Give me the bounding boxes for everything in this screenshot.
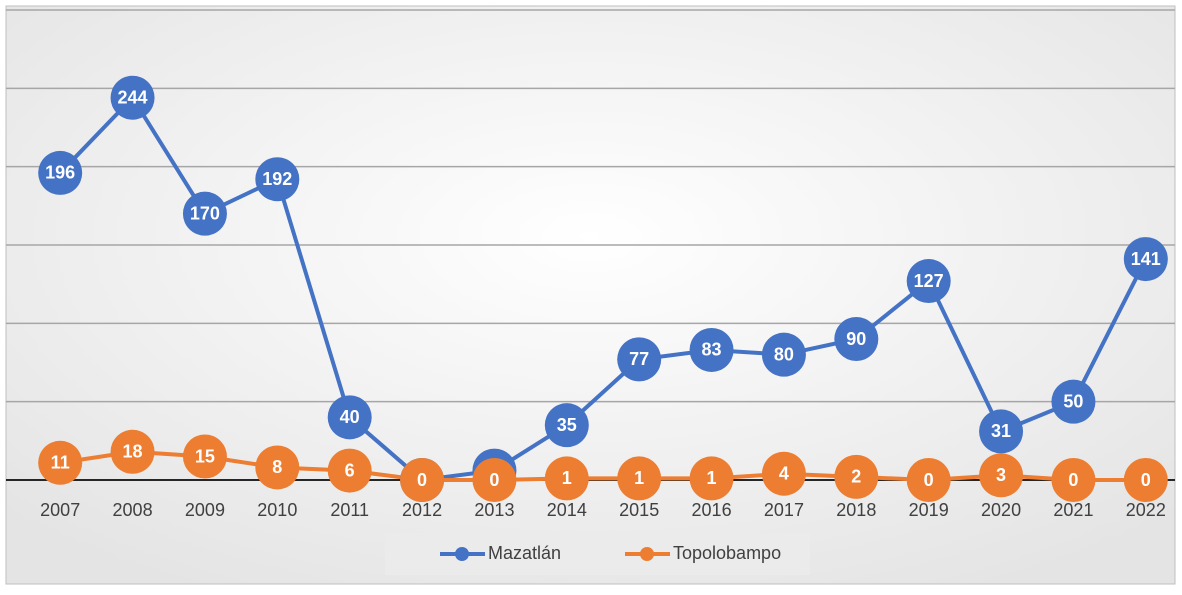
- data-label: 0: [489, 470, 499, 490]
- x-tick-label: 2007: [40, 500, 80, 520]
- point: [1123, 237, 1168, 282]
- data-label: 1: [634, 468, 644, 488]
- point: [689, 456, 734, 501]
- point: [617, 337, 662, 382]
- data-label: 196: [45, 163, 75, 183]
- x-tick-label: 2009: [185, 500, 225, 520]
- data-label: 31: [991, 421, 1011, 441]
- point: [110, 75, 155, 120]
- point: [979, 409, 1024, 454]
- data-label: 90: [846, 329, 866, 349]
- data-label: 170: [190, 203, 220, 223]
- point: [906, 259, 951, 304]
- data-label: 4: [779, 463, 789, 483]
- data-label: 3: [996, 465, 1006, 485]
- data-label: 50: [1063, 391, 1083, 411]
- point: [761, 332, 806, 377]
- point: [38, 440, 83, 485]
- x-tick-label: 2012: [402, 500, 442, 520]
- point: [182, 434, 227, 479]
- data-label: 15: [195, 446, 215, 466]
- point: [761, 451, 806, 496]
- data-label: 11: [51, 453, 70, 473]
- point: [834, 317, 879, 361]
- point: [255, 445, 300, 490]
- series-line: [59, 449, 1146, 483]
- legend-marker: [640, 547, 654, 561]
- data-label: 40: [340, 407, 360, 427]
- legend-label: Mazatlán: [488, 543, 561, 563]
- data-label: 1: [562, 468, 572, 488]
- point: [544, 403, 589, 448]
- data-label: 0: [924, 470, 934, 490]
- data-label: 77: [629, 349, 649, 369]
- point: [38, 150, 83, 195]
- point: [182, 191, 227, 236]
- point: [327, 395, 372, 440]
- x-tick-label: 2011: [330, 500, 369, 520]
- data-label: 127: [914, 271, 944, 291]
- legend-marker: [455, 547, 469, 561]
- point: [1051, 379, 1096, 424]
- x-tick-label: 2010: [257, 500, 297, 520]
- point: [544, 456, 589, 501]
- point: [979, 453, 1024, 498]
- x-tick-label: 2008: [113, 500, 153, 520]
- x-tick-label: 2013: [474, 500, 514, 520]
- data-label: 8: [272, 457, 282, 477]
- point: [906, 458, 951, 502]
- data-label: 1: [707, 468, 717, 488]
- x-tick-label: 2019: [909, 500, 949, 520]
- data-label: 83: [702, 340, 722, 360]
- point: [255, 157, 300, 202]
- data-label: 0: [417, 470, 427, 490]
- x-tick-label: 2020: [981, 500, 1021, 520]
- x-tick-label: 2018: [836, 500, 876, 520]
- point: [327, 448, 372, 493]
- x-tick-label: 2022: [1126, 500, 1166, 520]
- point: [110, 429, 155, 474]
- data-label: 6: [345, 460, 355, 480]
- point: [400, 458, 445, 502]
- point: [472, 458, 517, 502]
- point: [617, 456, 662, 501]
- data-label: 0: [1068, 470, 1078, 490]
- x-tick-label: 2021: [1053, 500, 1093, 520]
- series-line: [58, 94, 1148, 483]
- point: [1123, 458, 1168, 502]
- legend-label: Topolobampo: [673, 543, 781, 563]
- x-tick-label: 2016: [692, 500, 732, 520]
- data-label: 2: [851, 467, 861, 487]
- point: [1051, 458, 1096, 502]
- x-tick-label: 2014: [547, 500, 587, 520]
- x-tick-label: 2015: [619, 500, 659, 520]
- data-label: 244: [118, 87, 148, 107]
- data-label: 35: [557, 415, 577, 435]
- data-label: 80: [774, 344, 794, 364]
- x-tick-label: 2017: [764, 500, 804, 520]
- data-label: 18: [123, 442, 143, 462]
- point: [834, 454, 879, 499]
- data-label: 192: [262, 169, 292, 189]
- data-label: 141: [1131, 249, 1161, 269]
- data-label: 0: [1141, 470, 1151, 490]
- chart-area: [5, 5, 1176, 585]
- point: [689, 327, 734, 372]
